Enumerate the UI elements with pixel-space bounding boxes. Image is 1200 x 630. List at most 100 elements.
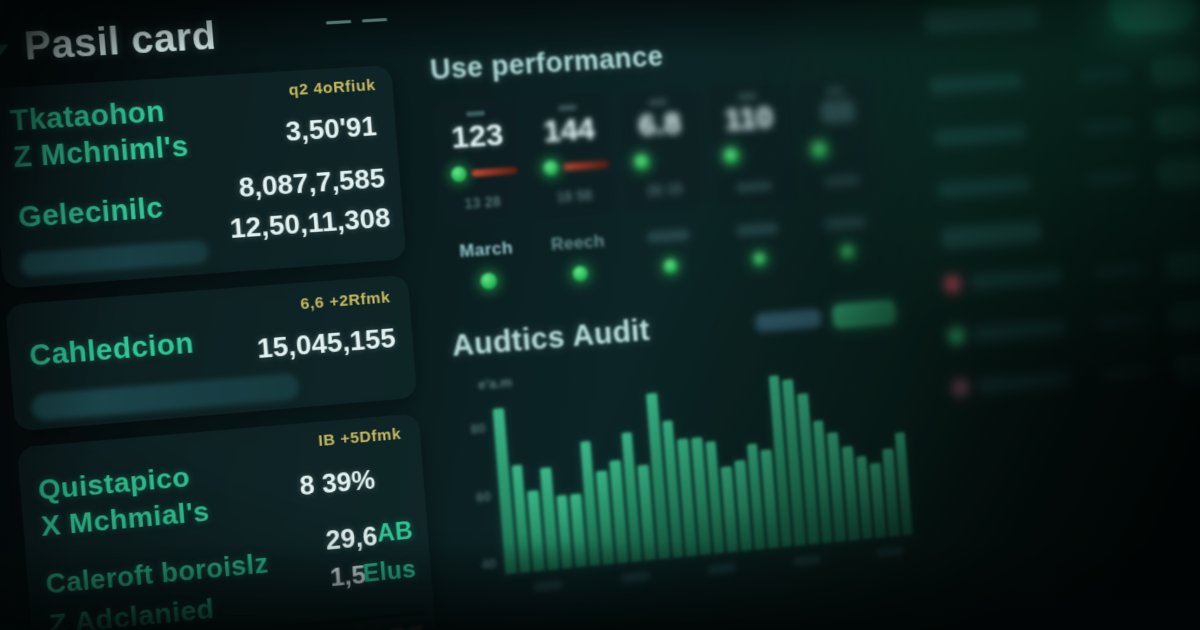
audit-bar-chart: e'a.m 80 60 40 bbox=[455, 342, 914, 599]
right-list-row[interactable] bbox=[937, 157, 1200, 206]
metric-sub-blob bbox=[824, 174, 861, 187]
row-status-badge[interactable] bbox=[1150, 55, 1200, 87]
chevron-down-icon[interactable] bbox=[0, 43, 10, 60]
audit-chart-bars bbox=[490, 348, 913, 575]
right-list-row[interactable] bbox=[952, 350, 1200, 403]
status-dot-icon bbox=[633, 153, 650, 171]
card1-name-line2: Z Mchniml's bbox=[11, 130, 190, 174]
metric-value: 123 bbox=[449, 117, 505, 156]
metric-tile[interactable] bbox=[794, 75, 883, 201]
card1-value-2: 8,087,7,585 bbox=[237, 161, 387, 204]
metric-tile[interactable]: 6.8 20 15 bbox=[616, 86, 707, 213]
audit-status-badge[interactable] bbox=[831, 299, 897, 329]
metric-tile[interactable]: 123 13 28 bbox=[432, 98, 526, 227]
audit-title: Audtics Audit bbox=[450, 314, 652, 364]
card1-sub-label: Gelecinilc bbox=[16, 191, 165, 234]
month-column[interactable]: Reech bbox=[536, 230, 623, 304]
row-label-blob bbox=[929, 72, 1023, 95]
performance-title: Use performance bbox=[428, 40, 665, 86]
y-tick-label: 80 bbox=[470, 420, 487, 437]
month-label: March bbox=[458, 237, 514, 262]
window-dash-icon[interactable] bbox=[325, 17, 388, 24]
row-status-badge[interactable] bbox=[1165, 249, 1200, 281]
card1-value-1: 3,50'91 bbox=[284, 110, 378, 148]
right-section-2 bbox=[944, 249, 1200, 404]
primary-action-button[interactable] bbox=[1107, 0, 1198, 35]
card2-name: Cahledcion bbox=[28, 327, 195, 372]
row-status-badge[interactable] bbox=[1154, 106, 1200, 138]
row-status-badge[interactable] bbox=[1158, 157, 1200, 189]
month-column[interactable] bbox=[627, 223, 713, 297]
status-dot-icon bbox=[752, 251, 767, 267]
status-dot-icon bbox=[944, 275, 962, 293]
status-dot-icon bbox=[948, 327, 966, 345]
row-label-blob bbox=[973, 318, 1067, 343]
x-tick-blob bbox=[707, 562, 736, 575]
right-list-row[interactable] bbox=[929, 55, 1200, 102]
row-label-blob bbox=[969, 267, 1063, 291]
row-status-badge[interactable] bbox=[1168, 300, 1200, 332]
row-value-blob bbox=[1098, 313, 1149, 332]
metric-sub: 13 28 bbox=[463, 192, 502, 212]
left-panel: Pasil card q2 4oRfiuk Tkataohon Z Mchnim… bbox=[0, 4, 442, 630]
card3-badge: IB +5Dfmk bbox=[317, 425, 402, 451]
month-label-blob bbox=[824, 216, 867, 231]
metric-value: 6.8 bbox=[637, 106, 682, 143]
x-tick-blob bbox=[620, 571, 650, 584]
status-dot-icon bbox=[952, 379, 969, 397]
metric-label-blob bbox=[738, 93, 757, 100]
card3-value-3: 1,5 bbox=[329, 560, 367, 593]
metric-label-blob bbox=[826, 87, 845, 94]
card2-value: 15,045,155 bbox=[255, 321, 397, 365]
x-tick-blob bbox=[792, 554, 821, 567]
status-dot-icon bbox=[811, 141, 828, 158]
right-panel-header bbox=[923, 0, 1198, 45]
x-tick-blob bbox=[533, 580, 563, 593]
chart-y-axis: 80 60 40 bbox=[458, 420, 497, 574]
right-list-row[interactable] bbox=[933, 106, 1200, 154]
right-section-1 bbox=[929, 55, 1200, 206]
metric-tile[interactable]: 144 18 58 bbox=[525, 92, 617, 220]
card3-value-3-unit: Elus bbox=[362, 554, 418, 588]
status-dot-icon bbox=[572, 265, 589, 282]
row-status-badge[interactable] bbox=[1172, 351, 1200, 383]
right-list-row[interactable] bbox=[948, 300, 1200, 352]
card3-name-2: Caleroft boroislz bbox=[44, 549, 270, 601]
metrics-row: 123 13 28 144 18 58 6.8 20 15 110 bbox=[432, 75, 887, 227]
summary-card-1[interactable]: q2 4oRfiuk Tkataohon Z Mchniml's 3,50'91… bbox=[0, 64, 407, 289]
month-column[interactable]: March bbox=[444, 237, 532, 312]
row-value-blob bbox=[1079, 66, 1130, 84]
right-list-row[interactable] bbox=[944, 249, 1200, 300]
status-dot-icon bbox=[841, 245, 854, 259]
row-label-blob bbox=[937, 176, 1031, 199]
month-column[interactable] bbox=[805, 211, 889, 283]
left-panel-header: Pasil card bbox=[0, 4, 390, 71]
month-label: Reech bbox=[550, 231, 606, 255]
card3-value-2-unit: AB bbox=[376, 516, 414, 547]
month-column[interactable] bbox=[717, 217, 802, 290]
card3-value-4: 2.66 bbox=[329, 627, 383, 630]
card1-progress-pill bbox=[18, 239, 210, 277]
audit-subtext-blob bbox=[754, 308, 822, 332]
card3-value-1: 8 39% bbox=[298, 465, 377, 502]
trend-down-bar bbox=[563, 160, 609, 171]
right-panel bbox=[923, 0, 1200, 425]
metric-sub: 18 58 bbox=[555, 186, 593, 206]
metric-tile[interactable]: 110 bbox=[706, 81, 796, 207]
trend-down-bar bbox=[471, 166, 518, 177]
metric-label-blob bbox=[648, 98, 668, 106]
alert-icon bbox=[408, 625, 424, 630]
metric-sub: 20 15 bbox=[646, 180, 683, 200]
metric-value: 110 bbox=[723, 100, 775, 138]
row-value-blob bbox=[1102, 364, 1152, 383]
metric-value: 144 bbox=[542, 111, 597, 150]
summary-card-2[interactable]: 6,6 +2Rfmk Cahledcion 15,045,155 bbox=[5, 274, 418, 432]
month-label-blob bbox=[646, 228, 690, 244]
y-tick-label: 40 bbox=[480, 555, 498, 573]
x-tick-blob bbox=[876, 546, 905, 558]
right-panel-title-blob bbox=[924, 3, 1040, 35]
summary-card-3[interactable]: IB +5Dfmk Quistapico X Mchmial's 8 39% C… bbox=[16, 413, 441, 630]
y-tick-label: 60 bbox=[475, 487, 492, 505]
row-label-blob bbox=[977, 370, 1071, 395]
